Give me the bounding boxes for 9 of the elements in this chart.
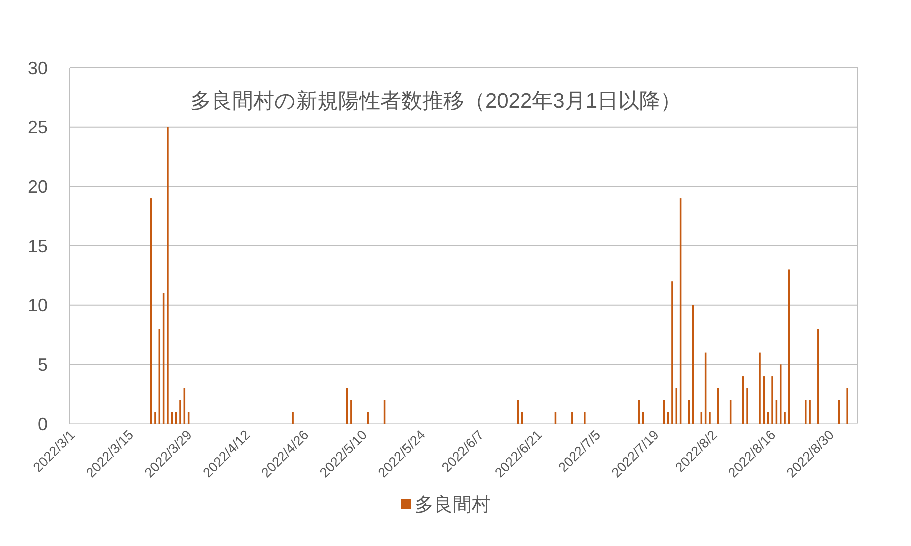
legend-label: 多良間村 [415, 494, 491, 516]
y-tick-label: 10 [28, 296, 48, 316]
y-tick-label: 15 [28, 236, 48, 256]
y-tick-label: 5 [38, 354, 48, 375]
y-tick-label: 20 [28, 176, 48, 197]
y-tick-label: 0 [38, 414, 48, 434]
y-tick-label: 25 [28, 118, 48, 138]
text: 多良間村の新規陽性者数推移（2022年3月1日以降） [190, 90, 682, 113]
y-tick-label: 30 [28, 58, 48, 78]
